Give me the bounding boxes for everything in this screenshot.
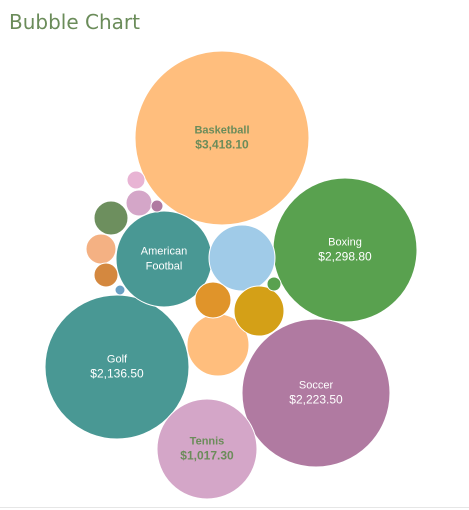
bubble-unlabeled-15[interactable] (150, 199, 164, 213)
bubble-unlabeled-10[interactable] (93, 200, 129, 236)
bubble-circle-tennis[interactable] (156, 398, 258, 500)
bubble-unlabeled-14[interactable] (126, 170, 146, 190)
bubble-circle-unlabeled-6[interactable] (208, 224, 276, 292)
bubble-label-american-footbal: Footbal (146, 260, 183, 272)
bubble-boxing[interactable]: Boxing $2,298.80 (272, 177, 418, 323)
bubble-unlabeled-9[interactable] (194, 281, 232, 319)
bubble-circle-unlabeled-10[interactable] (93, 200, 129, 236)
bubble-value-soccer: $2,223.50 (289, 393, 343, 407)
bubble-label-basketball: Basketball (194, 124, 249, 136)
bubble-label-soccer: Soccer (299, 379, 334, 391)
bubble-circle-unlabeled-14[interactable] (126, 170, 146, 190)
bubble-unlabeled-6[interactable] (208, 224, 276, 292)
bubble-soccer[interactable]: Soccer $2,223.50 (241, 318, 391, 468)
bubble-value-boxing: $2,298.80 (318, 250, 372, 264)
bubble-value-basketball: $3,418.10 (195, 138, 249, 152)
bubble-circle-unlabeled-15[interactable] (150, 199, 164, 213)
bubble-circle-basketball[interactable] (134, 50, 310, 226)
bubble-unlabeled-17[interactable] (114, 284, 126, 296)
bubble-circle-unlabeled-11[interactable] (85, 233, 117, 265)
bubble-label-golf: Golf (107, 353, 128, 365)
bubble-unlabeled-11[interactable] (85, 233, 117, 265)
bubble-circle-unlabeled-16[interactable] (266, 276, 282, 292)
bubble-circle-unlabeled-8[interactable] (233, 285, 285, 337)
divider (0, 507, 469, 508)
bubble-circle-unlabeled-13[interactable] (125, 189, 153, 217)
bubble-circle-unlabeled-12[interactable] (93, 262, 119, 288)
bubble-circle-unlabeled-17[interactable] (114, 284, 126, 296)
bubble-unlabeled-8[interactable] (233, 285, 285, 337)
bubble-basketball[interactable]: Basketball $3,418.10 (134, 50, 310, 226)
bubble-circle-golf[interactable] (44, 294, 190, 440)
bubble-label-tennis: Tennis (190, 435, 225, 447)
chart-title: Bubble Chart (9, 10, 140, 34)
bubble-unlabeled-12[interactable] (93, 262, 119, 288)
bubble-tennis[interactable]: Tennis $1,017.30 (156, 398, 258, 500)
bubble-circle-soccer[interactable] (241, 318, 391, 468)
bubble-circle-unlabeled-9[interactable] (194, 281, 232, 319)
bubble-value-tennis: $1,017.30 (180, 449, 234, 463)
bubble-unlabeled-13[interactable] (125, 189, 153, 217)
bubble-value-golf: $2,136.50 (90, 367, 144, 381)
bubble-american-footbal[interactable]: American Footbal (115, 210, 213, 308)
bubble-golf[interactable]: Golf $2,136.50 (44, 294, 190, 440)
bubble-unlabeled-16[interactable] (266, 276, 282, 292)
bubble-label-boxing: Boxing (328, 236, 362, 248)
bubble-label-american-footbal: American (141, 245, 187, 257)
